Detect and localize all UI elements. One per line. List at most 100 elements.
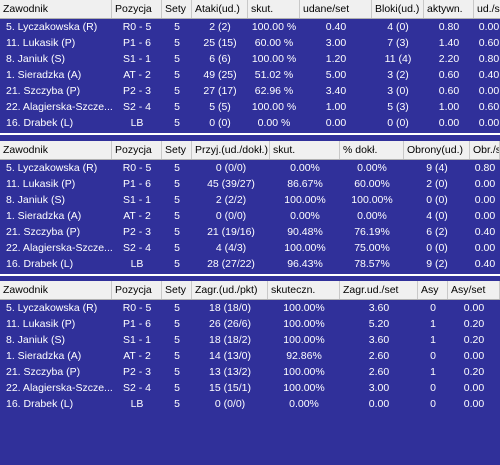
table-cell: 2.60 — [368, 350, 390, 362]
table-cell: 45 (39/27) — [207, 178, 255, 190]
table-cell: 11 (4) — [384, 53, 412, 65]
table-cell: 5 — [174, 350, 180, 362]
column-header[interactable]: aktywn. — [424, 0, 474, 18]
table-cell: 0 (0) — [426, 242, 448, 254]
column-header[interactable]: Zagr.(ud./pkt) — [192, 281, 268, 299]
player-name: 21. Szczyba (P) — [6, 226, 81, 238]
player-name: 1. Sieradzka (A) — [6, 69, 82, 81]
table-row[interactable]: 8. Janiuk (S) S1 - 1 5 2 (2/2) 100.00% 100.00… — [0, 192, 500, 208]
column-header[interactable]: Sety — [162, 281, 192, 299]
table-row[interactable]: 1. Sieradzka (A) AT - 2 5 49 (25) 51.02 % 5.0… — [0, 67, 500, 83]
table-cell: 5 — [174, 53, 180, 65]
table-cell: 5 — [174, 194, 180, 206]
table-row[interactable]: 5. Lyczakowska (R) R0 - 5 5 2 (2) 100.00 % 0.… — [0, 19, 500, 35]
player-name: 22. Alagierska-Szcze... — [6, 101, 112, 113]
table-cell: 9 (2) — [426, 258, 448, 270]
table-row[interactable]: 1. Sieradzka (A) AT - 2 5 14 (13/0) 92.86% 2.… — [0, 348, 500, 364]
table-row[interactable]: 16. Drabek (L) LB 5 0 (0) 0.00 % 0.00 0 (0) 0.0… — [0, 115, 500, 131]
column-header[interactable]: Pozycja — [112, 0, 162, 18]
table-cell: 5 — [174, 258, 180, 270]
column-header[interactable]: Zawodnik — [0, 281, 112, 299]
table-cell: 9 (4) — [426, 162, 448, 174]
table-row[interactable]: 21. Szczyba (P) P2 - 3 5 13 (13/2) 100.00% 2.… — [0, 364, 500, 380]
table-cell: 62.96 % — [254, 85, 294, 97]
table-cell: 0 — [430, 398, 436, 410]
table-cell: R0 - 5 — [122, 21, 152, 33]
table-cell: 0.00 — [478, 117, 500, 129]
table-cell: 100.00% — [284, 242, 326, 254]
table-cell: 5 — [174, 366, 180, 378]
table-cell: 0.40 — [325, 21, 347, 33]
table-row[interactable]: 11. Lukasik (P) P1 - 6 5 26 (26/6) 100.00% 5.… — [0, 316, 500, 332]
column-header[interactable]: Sety — [162, 141, 192, 159]
table-row[interactable]: 22. Alagierska-Szcze... S2 - 4 5 5 (5) 100.0… — [0, 99, 500, 115]
column-header[interactable]: Asy/set — [448, 281, 500, 299]
table-row[interactable]: 21. Szczyba (P) P2 - 3 5 21 (19/16) 90.48% 76… — [0, 224, 500, 240]
player-name: 16. Drabek (L) — [6, 398, 74, 410]
column-header[interactable]: skuteczn. — [268, 281, 340, 299]
table-row[interactable]: 11. Lukasik (P) P1 - 6 5 25 (15) 60.00 % 3.00… — [0, 35, 500, 51]
table-cell: 100.00% — [283, 334, 325, 346]
table-row[interactable]: 22. Alagierska-Szcze... S2 - 4 5 4 (4/3) 100… — [0, 240, 500, 256]
table-cell: 0.60 — [438, 85, 460, 97]
table-cell: 4 (4/3) — [215, 242, 247, 254]
column-header[interactable]: ud./s — [474, 0, 500, 18]
table-cell: 25 (15) — [203, 37, 237, 49]
column-header[interactable]: skut. — [248, 0, 300, 18]
table-cell: 0.80 — [438, 21, 460, 33]
table-cell: 0 — [430, 382, 436, 394]
column-header[interactable]: Obrony(ud.) — [404, 141, 470, 159]
table-row[interactable]: 16. Drabek (L) LB 5 28 (27/22) 96.43% 78.57% 9… — [0, 256, 500, 272]
table-cell: 0.00% — [289, 398, 319, 410]
table-row[interactable]: 5. Lyczakowska (R) R0 - 5 5 18 (18/0) 100.00… — [0, 300, 500, 316]
table-cell: 1.00 — [325, 101, 347, 113]
column-header[interactable]: Sety — [162, 0, 192, 18]
table-cell: 100.00% — [351, 194, 393, 206]
table-row[interactable]: 8. Janiuk (S) S1 - 1 5 18 (18/2) 100.00% 3.60… — [0, 332, 500, 348]
table-row[interactable]: 22. Alagierska-Szcze... S2 - 4 5 15 (15/1) 1… — [0, 380, 500, 396]
table-cell: 4 (0) — [426, 210, 448, 222]
player-name: 11. Lukasik (P) — [6, 178, 76, 190]
table-cell: 0.00% — [357, 210, 387, 222]
table-row[interactable]: 8. Janiuk (S) S1 - 1 5 6 (6) 100.00 % 1.20 11 … — [0, 51, 500, 67]
column-header[interactable]: Obr./s — [470, 141, 500, 159]
player-name: 8. Janiuk (S) — [6, 334, 65, 346]
table-cell: 0.00 — [478, 21, 500, 33]
table-cell: 0.60 — [438, 69, 460, 81]
table-row[interactable]: 21. Szczyba (P) P2 - 3 5 27 (17) 62.96 % 3.40… — [0, 83, 500, 99]
column-header[interactable]: Zagr.ud./set — [340, 281, 418, 299]
column-header[interactable]: Pozycja — [112, 141, 162, 159]
column-header[interactable]: Asy — [418, 281, 448, 299]
table-cell: 0.80 — [474, 162, 496, 174]
column-header[interactable]: Ataki(ud.) — [192, 0, 248, 18]
table-header: Zawodnik Pozycja Sety Przyj.(ud./dokł.) skut… — [0, 141, 500, 160]
table-cell: 5 (5) — [209, 101, 231, 113]
table-cell: S1 - 1 — [122, 53, 151, 65]
table-cell: 100.00 % — [251, 53, 297, 65]
table-cell: 0.00 — [478, 85, 500, 97]
column-header[interactable]: udane/set — [300, 0, 372, 18]
column-header[interactable]: % dokł. — [340, 141, 404, 159]
table-cell: 5 — [174, 162, 180, 174]
column-header[interactable]: Zawodnik — [0, 0, 112, 18]
column-header[interactable]: skut. — [270, 141, 340, 159]
table-cell: 5.20 — [368, 318, 390, 330]
table-cell: 0 (0/0) — [214, 398, 246, 410]
table-row[interactable]: 1. Sieradzka (A) AT - 2 5 0 (0/0) 0.00% 0.00%… — [0, 208, 500, 224]
column-header[interactable]: Pozycja — [112, 281, 162, 299]
column-header[interactable]: Zawodnik — [0, 141, 112, 159]
table-cell: 5 — [174, 37, 180, 49]
table-row[interactable]: 16. Drabek (L) LB 5 0 (0/0) 0.00% 0.00 0 0.00 — [0, 396, 500, 412]
table-row[interactable]: 11. Lukasik (P) P1 - 6 5 45 (39/27) 86.67% 60… — [0, 176, 500, 192]
table-cell: 76.19% — [354, 226, 390, 238]
table-row[interactable]: 5. Lyczakowska (R) R0 - 5 5 0 (0/0) 0.00% 0.0… — [0, 160, 500, 176]
column-header[interactable]: Przyj.(ud./dokł.) — [192, 141, 270, 159]
table-cell: 2 (2) — [209, 21, 231, 33]
table-cell: 28 (27/22) — [207, 258, 255, 270]
table-cell: P1 - 6 — [122, 318, 151, 330]
table-cell: 1.40 — [438, 37, 460, 49]
table-cell: 6 (6) — [209, 53, 231, 65]
column-header[interactable]: Bloki(ud.) — [372, 0, 424, 18]
table-cell: R0 - 5 — [122, 162, 152, 174]
table-cell: 0.00 — [474, 194, 496, 206]
